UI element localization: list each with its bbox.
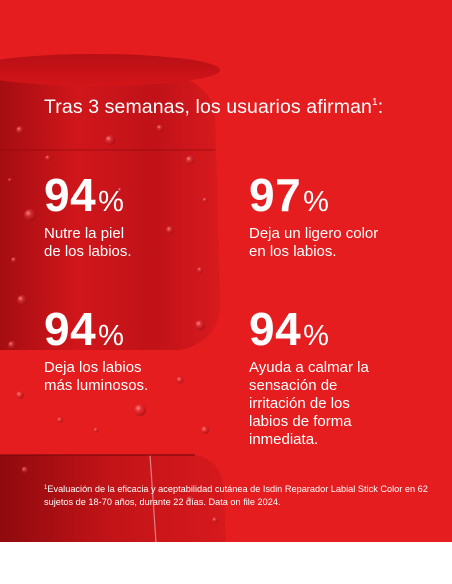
headline-suffix: : — [377, 96, 384, 118]
footnote-ref: 1 — [44, 485, 48, 491]
stat-description: Deja un ligero color en los labios. — [249, 225, 379, 260]
stat-description: Ayuda a calmar la sensación de irritació… — [249, 359, 369, 448]
stat-value: 94 — [44, 303, 97, 355]
stat-value: 97 — [249, 169, 302, 221]
stat-description: Nutre la piel de los labios. — [44, 225, 132, 260]
stat-light-color: 97% Deja un ligero color en los labios. — [249, 172, 378, 261]
footnote: 1Evaluación de la eficacia y aceptabilid… — [44, 482, 440, 509]
water-droplets — [8, 124, 218, 523]
stat-unit: % — [98, 320, 124, 352]
headline: Tras 3 semanas, los usuarios afirman1: — [44, 96, 383, 119]
stat-unit: % — [303, 320, 329, 352]
stat-luminous: 94% Deja los labios más luminosos. — [44, 306, 148, 395]
headline-text: Tras 3 semanas, los usuarios afirman — [44, 96, 373, 118]
stat-soothe: 94% Ayuda a calmar la sensación de irrit… — [249, 306, 369, 449]
headline-footnote-ref: 1 — [372, 97, 378, 108]
stat-value: 94 — [44, 169, 97, 221]
footnote-text: Evaluación de la eficacia y aceptabilida… — [44, 484, 428, 507]
stat-description: Deja los labios más luminosos. — [44, 359, 149, 394]
lipstick-tube-base — [0, 455, 226, 542]
lipstick-tube-top — [0, 62, 221, 350]
stat-nourish: 94% Nutre la piel de los labios. — [44, 172, 132, 261]
lipstick-cap-ellipse — [0, 54, 220, 86]
stat-value: 94 — [249, 303, 302, 355]
stat-unit: % — [303, 186, 329, 218]
bottom-white-strip — [0, 542, 452, 584]
stat-unit: % — [98, 186, 124, 218]
